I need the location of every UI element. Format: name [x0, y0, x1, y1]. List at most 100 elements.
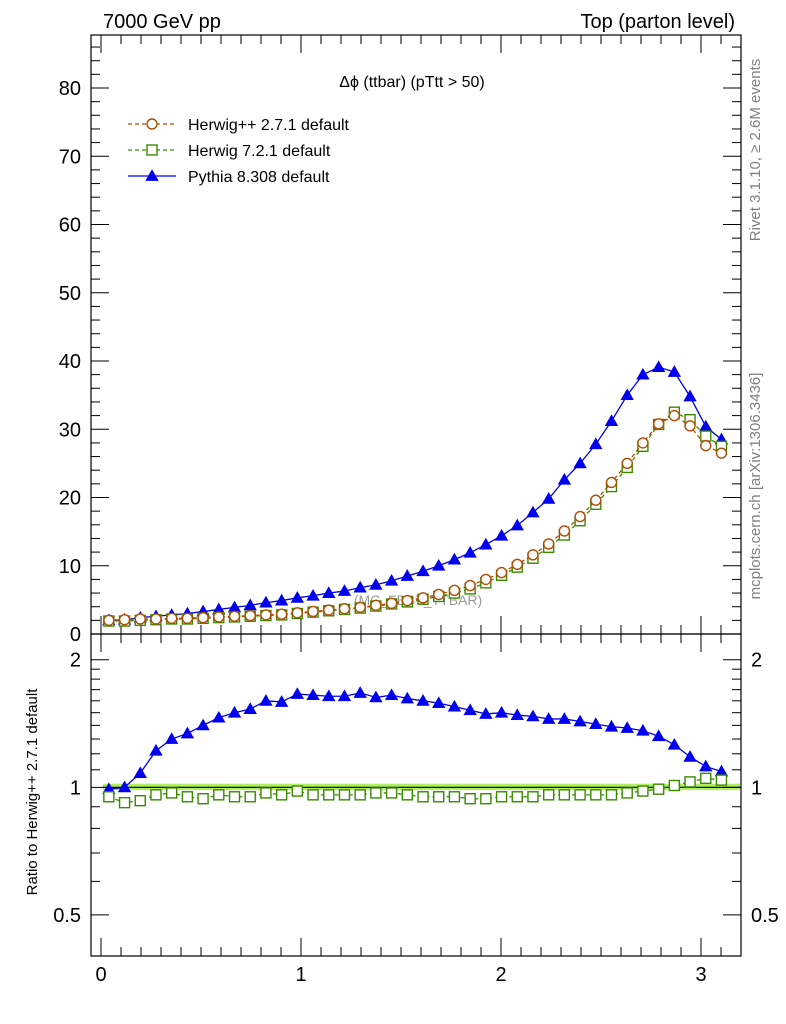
main-y-tick-label: 10 — [59, 556, 81, 578]
ratio-herwig7-point — [307, 789, 319, 801]
main-herwigpp-point — [448, 584, 461, 597]
legend-marker — [146, 144, 158, 156]
ratio-series — [102, 686, 729, 809]
main-herwigpp-point — [574, 510, 586, 523]
main-y-tick-labels: 0 10 20 30 40 50 60 70 80 — [59, 78, 81, 646]
ratio-herwig7-point — [275, 789, 288, 801]
main-herwigpp-point — [275, 608, 288, 620]
ratio-pythia-point — [651, 729, 666, 742]
main-y-tick-label: 70 — [59, 146, 81, 168]
main-herwigpp-point — [527, 549, 539, 561]
ratio-y-tick-label-right: 0.5 — [751, 905, 779, 927]
ratio-pythia-point — [227, 705, 242, 718]
main-herwigpp-point — [464, 579, 476, 592]
main-herwigpp-point — [715, 447, 728, 459]
main-y-tick-label: 0 — [70, 624, 81, 646]
main-herwigpp-point — [307, 605, 319, 618]
ratio-pythia-point — [667, 737, 682, 750]
ratio-pythia-line — [108, 692, 722, 790]
ratio-herwig7-point — [291, 785, 304, 797]
ratio-herwig7-point — [574, 789, 586, 801]
main-pythia-point — [683, 389, 697, 402]
ratio-pythia-point — [353, 686, 367, 698]
ratio-herwig7-point — [480, 793, 492, 805]
ratio-pythia-point — [290, 687, 305, 699]
ratio-pythia-point — [589, 717, 603, 729]
main-y-tick-label: 60 — [59, 215, 81, 237]
main-herwigpp-point — [134, 613, 146, 625]
main-herwigpp-point — [684, 420, 696, 432]
ratio-y-tick-label-right: 1 — [751, 777, 762, 799]
main-pythia-point — [651, 360, 666, 373]
ratio-pythia-point — [604, 719, 619, 732]
ratio-pythia-point — [133, 766, 147, 779]
main-herwigpp-point — [197, 611, 209, 624]
ratio-herwig7-point — [417, 791, 429, 803]
main-herwigpp-point — [495, 566, 508, 579]
main-y-tick-label: 40 — [59, 351, 81, 373]
ratio-herwig7-point — [213, 789, 225, 801]
main-pythia-point — [322, 586, 336, 598]
main-herwigpp-point — [291, 607, 304, 619]
ratio-band — [102, 783, 741, 791]
main-herwigpp-point — [590, 494, 602, 506]
ratio-herwig7-point — [401, 789, 413, 801]
ratio-ylabel: Ratio to Herwig++ 2.7.1 default — [24, 688, 41, 896]
x-tick-labels: 0 1 2 3 — [95, 964, 706, 986]
ratio-pythia-point — [432, 696, 446, 709]
main-herwigpp-point — [480, 573, 492, 586]
main-pythia-point — [306, 588, 320, 601]
main-pythia-point — [400, 569, 414, 581]
main-herwigpp-series — [103, 409, 728, 627]
ratio-pythia-point — [683, 750, 697, 762]
ratio-herwig7-point — [370, 787, 382, 799]
ratio-herwig7-point — [558, 789, 571, 801]
main-pythia-point — [259, 595, 273, 608]
legend-label: Herwig 7.2.1 default — [188, 143, 331, 160]
legend-item: Herwig++ 2.7.1 default — [128, 117, 350, 134]
ratio-herwig7-point — [448, 791, 461, 803]
main-pythia-point — [636, 367, 650, 380]
ratio-herwig7-point — [181, 791, 194, 803]
main-herwigpp-point — [417, 592, 429, 604]
main-herwigpp-point — [558, 525, 571, 537]
main-y-tick-label: 30 — [59, 419, 81, 441]
ratio-y-tick-label-right: 2 — [751, 650, 762, 672]
main-herwigpp-point — [260, 609, 272, 621]
main-pythia-point — [589, 437, 603, 450]
ratio-herwig7-point — [103, 791, 115, 803]
main-herwigpp-point — [103, 614, 115, 627]
ratio-herwig7-point — [684, 776, 696, 788]
ratio-pythia-point — [196, 718, 210, 731]
legend-marker — [146, 118, 158, 130]
ratio-herwig7-point — [495, 791, 508, 803]
main-pythia-line — [108, 366, 722, 621]
main-herwigpp-point — [181, 612, 194, 625]
ratio-frame — [90, 633, 742, 957]
ratio-herwig7-point — [228, 791, 241, 803]
main-y-tick-label: 50 — [59, 283, 81, 305]
ratio-pythia-point — [416, 693, 430, 706]
main-herwigpp-point — [165, 612, 178, 625]
legend-item: Pythia 8.308 default — [128, 169, 330, 186]
main-pythia-point — [604, 414, 619, 426]
main-herwigpp-point — [637, 437, 649, 449]
main-pythia-point — [337, 584, 352, 596]
ratio-pythia-point — [620, 721, 634, 733]
legend: Herwig++ 2.7.1 default Herwig 7.2.1 defau… — [128, 117, 350, 186]
main-pythia-point — [384, 573, 399, 586]
ratio-herwig7-point — [244, 791, 256, 803]
ratio-herwig7-point — [621, 787, 633, 799]
ratio-axis-ticks — [91, 659, 741, 916]
ratio-herwig7-point — [652, 783, 665, 795]
ratio-herwig7-point — [590, 789, 602, 801]
ratio-y-tick-label: 0.5 — [53, 905, 81, 927]
header-left: 7000 GeV pp — [103, 11, 221, 33]
ratio-herwig7-point — [700, 772, 712, 785]
ratio-pythia-point — [337, 689, 352, 702]
x-tick-label: 1 — [295, 964, 306, 986]
ratio-pythia-point — [699, 759, 713, 772]
main-herwigpp-point — [338, 603, 351, 615]
main-pythia-point — [353, 580, 367, 593]
